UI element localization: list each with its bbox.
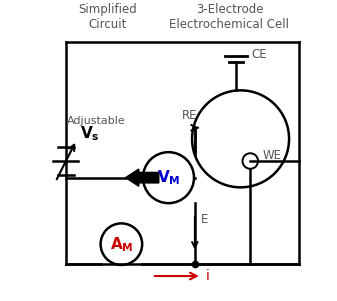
Text: 3-Electrode
Electrochemical Cell: 3-Electrode Electrochemical Cell — [170, 3, 289, 31]
Text: CE: CE — [252, 48, 267, 61]
Text: Simplified
Circuit: Simplified Circuit — [78, 3, 137, 31]
FancyArrow shape — [126, 169, 159, 186]
Text: $\mathbf{V_M}$: $\mathbf{V_M}$ — [157, 168, 180, 187]
Text: $\mathbf{A_M}$: $\mathbf{A_M}$ — [110, 235, 133, 253]
Text: E: E — [201, 213, 208, 226]
Text: i: i — [206, 269, 210, 283]
Text: WE: WE — [263, 149, 282, 162]
Text: RE: RE — [182, 109, 197, 122]
Text: $\mathbf{V_s}$: $\mathbf{V_s}$ — [80, 124, 99, 143]
Text: Adjustable: Adjustable — [67, 116, 126, 126]
